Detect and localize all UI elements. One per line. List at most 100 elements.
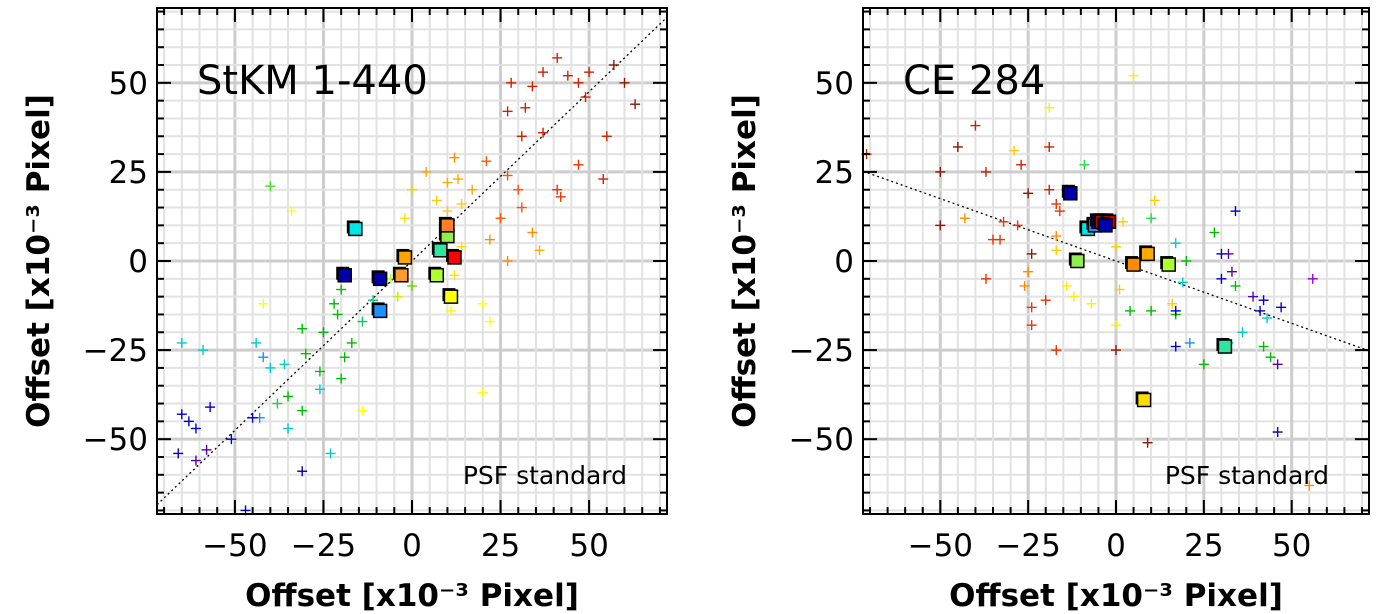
cross-marker [1118, 216, 1129, 227]
square-marker [346, 220, 363, 237]
y-tick-labels: −50 −25 0 25 50 [83, 66, 148, 458]
square-marker [1068, 252, 1085, 269]
cross-marker [1146, 213, 1157, 224]
cross-marker [952, 141, 963, 152]
cross-marker [1223, 248, 1234, 259]
cross-marker [502, 256, 513, 266]
cross-marker [258, 298, 269, 309]
cross-marker [1248, 291, 1259, 302]
cross-marker [573, 77, 584, 88]
cross-marker [346, 337, 357, 348]
cross-marker [190, 455, 201, 466]
cross-marker [332, 309, 343, 320]
cross-marker [513, 184, 524, 195]
cross-marker [1146, 305, 1157, 316]
cross-marker [1142, 437, 1153, 448]
cross-marker [1272, 427, 1283, 438]
square-marker [446, 248, 462, 265]
cross-marker [1051, 231, 1062, 242]
cross-marker [959, 213, 970, 224]
cross-marker [1272, 359, 1283, 370]
cross-marker [584, 67, 595, 78]
cross-marker [407, 184, 417, 195]
cross-marker [1149, 195, 1160, 206]
cross-marker [297, 323, 308, 334]
cross-marker [1114, 284, 1125, 295]
square-markers [1061, 184, 1233, 408]
cross-marker [279, 359, 290, 370]
cross-marker [1265, 352, 1276, 363]
cross-marker [442, 206, 453, 217]
cross-marker [283, 391, 294, 402]
cross-marker [1026, 302, 1037, 313]
cross-marker [1054, 206, 1065, 217]
cross-marker [336, 373, 347, 384]
cross-marker [935, 220, 946, 231]
cross-marker [520, 102, 531, 113]
cross-marker [329, 298, 340, 309]
cross-marker [1044, 141, 1055, 152]
cross-marker [1026, 248, 1037, 259]
x-tick-label: 0 [402, 528, 422, 564]
x-tick-label: −50 [908, 528, 973, 564]
y-tick-labels: −50 −25 0 25 50 [789, 66, 854, 458]
y-tick-label: −25 [789, 333, 854, 369]
cross-marker [265, 181, 276, 192]
cross-marker [1177, 277, 1188, 288]
square-marker [396, 248, 413, 265]
cross-marker [1258, 295, 1269, 306]
cross-marker [392, 291, 403, 302]
cross-marker [1051, 345, 1062, 356]
y-tick-label: −50 [83, 422, 148, 458]
cross-marker [516, 131, 527, 142]
cross-marker [318, 327, 329, 338]
cross-marker [1023, 266, 1034, 277]
cross-marker [598, 174, 609, 185]
cross-marker [1111, 241, 1121, 252]
cross-marker [1044, 184, 1055, 195]
square-marker [442, 288, 459, 304]
cross-marker [1230, 206, 1241, 217]
cross-marker [495, 213, 506, 224]
cross-marker [283, 423, 294, 434]
x-axis-label: Offset [x10⁻³ Pixel] [949, 578, 1283, 614]
cross-marker [431, 195, 442, 206]
cross-marker [407, 280, 417, 291]
grid [157, 8, 667, 514]
cross-marker [226, 434, 237, 445]
cross-marker [1255, 305, 1266, 316]
square-marker [371, 270, 388, 287]
y-tick-label: 50 [109, 66, 148, 102]
cross-marker [1304, 480, 1315, 491]
cross-marker [580, 92, 591, 103]
cross-marker [552, 52, 563, 63]
cross-marker [1068, 291, 1079, 302]
panel-ce-284: −50 −25 0 25 50 −50 −25 0 25 50 CE 284 PSF stand… [727, 7, 1370, 614]
cross-marker [247, 412, 258, 423]
square-marker [1135, 391, 1152, 408]
y-tick-label: −25 [83, 333, 148, 369]
cross-marker [516, 202, 527, 213]
cross-marker [201, 444, 212, 455]
cross-marker [456, 241, 467, 252]
cross-marker [1262, 313, 1273, 324]
x-tick-label: 50 [569, 528, 608, 564]
cross-marker [601, 131, 612, 142]
cross-markers [173, 52, 641, 516]
cross-marker [1184, 337, 1195, 348]
cross-marker [538, 67, 549, 78]
square-marker [1160, 256, 1176, 272]
cross-marker [1051, 245, 1062, 256]
cross-marker [619, 77, 630, 88]
cross-marker [1086, 298, 1097, 309]
cross-marker [258, 352, 269, 363]
cross-marker [1012, 220, 1023, 231]
cross-marker [1111, 320, 1121, 331]
cross-marker [173, 448, 184, 459]
cross-marker [286, 206, 297, 217]
axis-ticks [863, 8, 1369, 514]
cross-marker [336, 284, 347, 295]
cross-marker [552, 184, 563, 195]
cross-marker [527, 81, 538, 92]
